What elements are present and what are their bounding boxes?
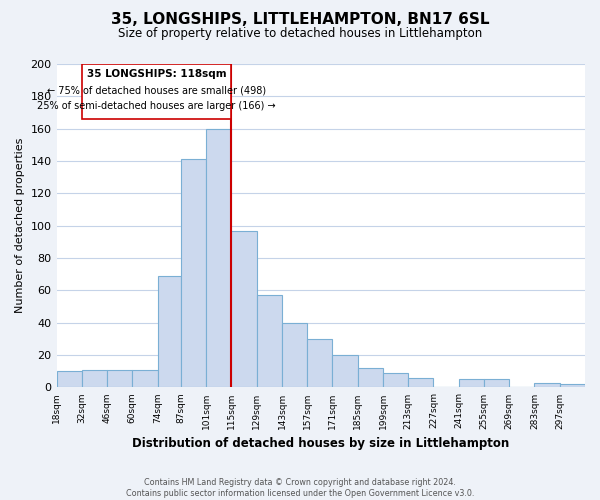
Bar: [132, 370, 158, 388]
Bar: [282, 322, 307, 388]
Bar: [82, 370, 107, 388]
Bar: [459, 380, 484, 388]
Bar: [383, 373, 408, 388]
Text: Contains HM Land Registry data © Crown copyright and database right 2024.
Contai: Contains HM Land Registry data © Crown c…: [126, 478, 474, 498]
Text: 25% of semi-detached houses are larger (166) →: 25% of semi-detached houses are larger (…: [37, 101, 276, 111]
Bar: [535, 382, 560, 388]
Bar: [181, 160, 206, 388]
Text: 35, LONGSHIPS, LITTLEHAMPTON, BN17 6SL: 35, LONGSHIPS, LITTLEHAMPTON, BN17 6SL: [111, 12, 489, 28]
Bar: [408, 378, 433, 388]
FancyBboxPatch shape: [82, 64, 232, 119]
Bar: [358, 368, 383, 388]
Bar: [257, 296, 282, 388]
Bar: [107, 370, 132, 388]
Text: ← 75% of detached houses are smaller (498): ← 75% of detached houses are smaller (49…: [47, 85, 266, 95]
Bar: [232, 230, 257, 388]
Bar: [307, 339, 332, 388]
Text: 35 LONGSHIPS: 118sqm: 35 LONGSHIPS: 118sqm: [87, 69, 226, 79]
Bar: [56, 372, 82, 388]
Bar: [560, 384, 585, 388]
X-axis label: Distribution of detached houses by size in Littlehampton: Distribution of detached houses by size …: [132, 437, 509, 450]
Bar: [332, 355, 358, 388]
Text: Size of property relative to detached houses in Littlehampton: Size of property relative to detached ho…: [118, 28, 482, 40]
Bar: [484, 380, 509, 388]
Bar: [206, 128, 232, 388]
Bar: [158, 276, 181, 388]
Y-axis label: Number of detached properties: Number of detached properties: [15, 138, 25, 314]
